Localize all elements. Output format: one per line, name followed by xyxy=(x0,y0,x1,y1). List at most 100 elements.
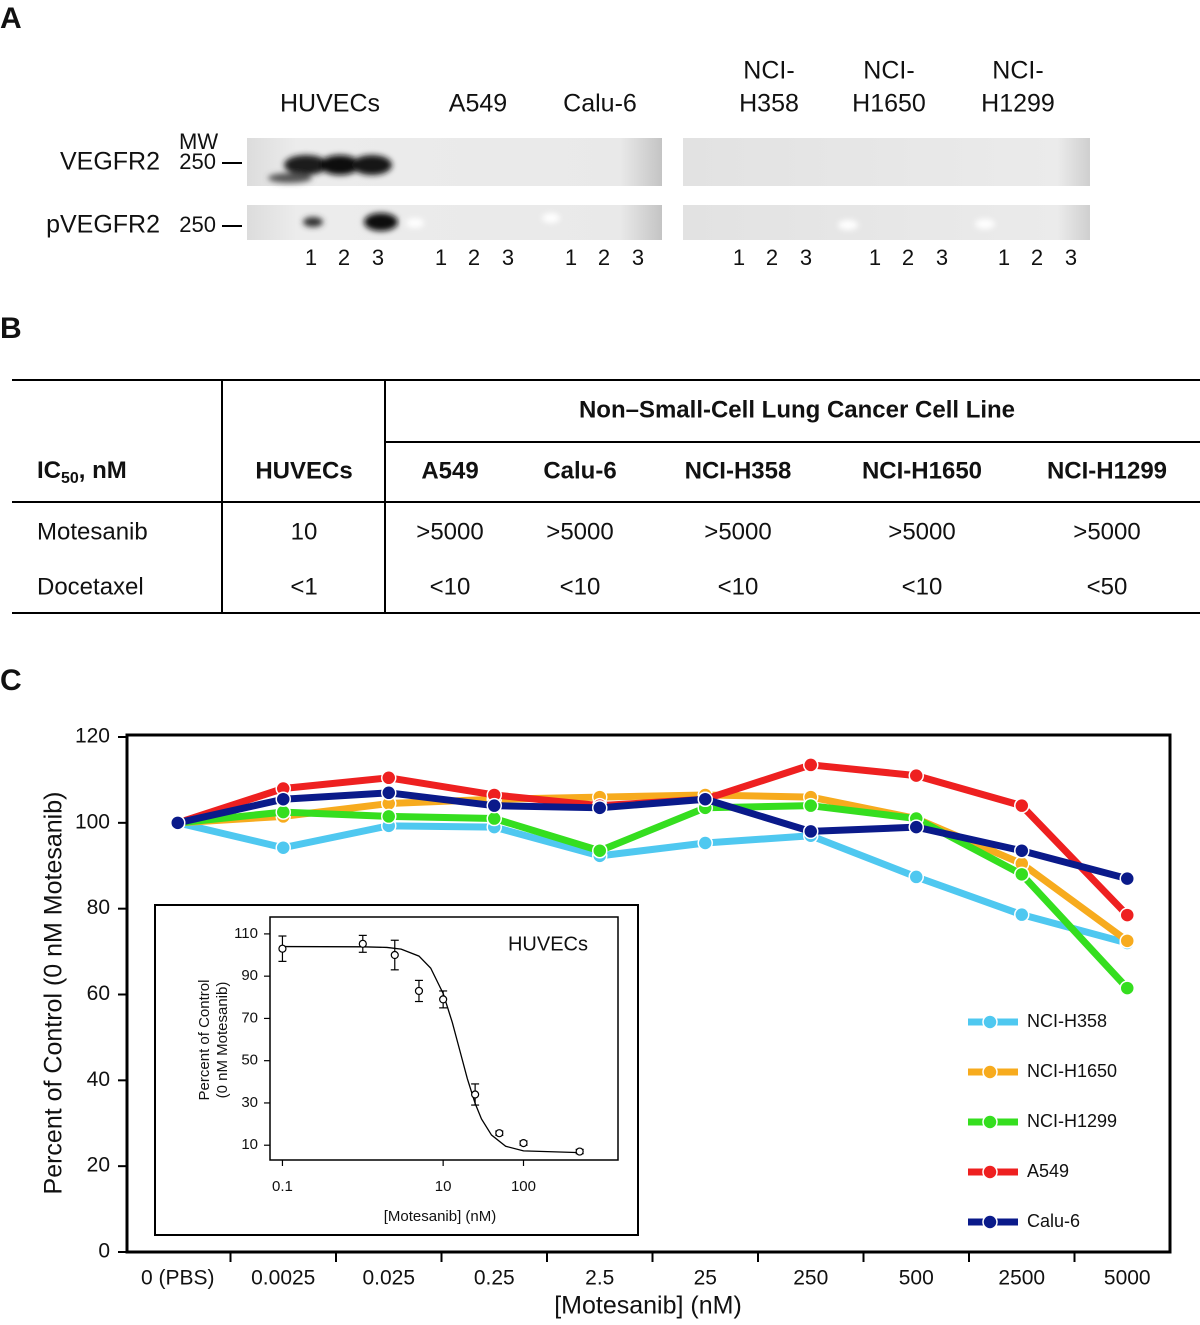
spot xyxy=(542,213,560,223)
inset-y-label: (0 nM Motesanib) xyxy=(214,982,231,1099)
lane-number: 3 xyxy=(632,245,644,270)
legend-marker xyxy=(982,1014,998,1030)
column-header: NCI- xyxy=(992,57,1043,85)
panel-label: B xyxy=(0,312,22,345)
table-cell: >5000 xyxy=(704,518,771,545)
table-cell: <10 xyxy=(560,573,601,600)
data-point xyxy=(1119,907,1135,923)
fit-curve xyxy=(282,945,580,1154)
lane-number: 2 xyxy=(1031,245,1043,270)
table-cell: >5000 xyxy=(416,518,483,545)
lane-number: 1 xyxy=(435,245,447,270)
table-rules xyxy=(12,379,1200,614)
column-header: A549 xyxy=(421,457,478,484)
y-tick-label: 80 xyxy=(87,896,110,919)
y-tick-label: 40 xyxy=(87,1068,110,1091)
legend-marker xyxy=(982,1214,998,1230)
data-point xyxy=(390,950,399,960)
lane-number: 2 xyxy=(338,245,350,270)
x-tick-label: 0.025 xyxy=(362,1267,415,1290)
column-header: NCI- xyxy=(743,57,794,85)
mw-marker: 250 xyxy=(179,212,216,237)
lane-number: 2 xyxy=(766,245,778,270)
data-point xyxy=(381,770,397,786)
inset-x-tick-label: 10 xyxy=(435,1178,452,1195)
data-point xyxy=(414,986,424,996)
column-header: Calu-6 xyxy=(563,90,637,118)
data-point xyxy=(495,1129,504,1138)
column-header: H1650 xyxy=(852,90,926,118)
lane-number: 3 xyxy=(800,245,812,270)
table-cell: >5000 xyxy=(546,518,613,545)
lane-number: 1 xyxy=(869,245,881,270)
blot xyxy=(683,138,1090,186)
column-header: NCI-H1299 xyxy=(1047,457,1167,484)
data-point xyxy=(908,869,924,885)
legend-label: A549 xyxy=(1027,1161,1069,1181)
data-point xyxy=(170,815,186,831)
legend-marker xyxy=(982,1164,998,1180)
y-tick-label: 100 xyxy=(75,810,110,833)
mw-marker: 250 xyxy=(179,149,216,174)
data-point xyxy=(592,800,608,816)
band xyxy=(268,173,312,183)
x-tick-label: 5000 xyxy=(1104,1267,1151,1290)
lane-number: 2 xyxy=(468,245,480,270)
legend-label: NCI-H358 xyxy=(1027,1011,1107,1031)
data-point xyxy=(486,810,502,827)
series-line xyxy=(176,789,1129,883)
data-point xyxy=(1119,980,1135,996)
data-point xyxy=(803,797,819,814)
series-line xyxy=(176,819,1129,947)
x-tick-label: 0.25 xyxy=(474,1267,515,1290)
row-label: VEGFR2 xyxy=(60,148,160,176)
band xyxy=(303,217,323,227)
lane-number: 3 xyxy=(1065,245,1077,270)
data-point xyxy=(1014,866,1030,883)
data-point xyxy=(381,808,397,825)
lane-number: 3 xyxy=(502,245,514,270)
y-tick-label: 60 xyxy=(87,982,110,1005)
lane-number: 2 xyxy=(902,245,914,270)
row-label: pVEGFR2 xyxy=(46,211,160,239)
lane-number: 1 xyxy=(565,245,577,270)
inset-x-label: [Motesanib] (nM) xyxy=(384,1208,497,1225)
data-point xyxy=(275,839,291,856)
table-corner: IC50, nM xyxy=(37,457,127,487)
inset-y-tick-label: 110 xyxy=(234,925,258,942)
spot xyxy=(406,218,424,228)
blot-images xyxy=(222,138,1090,240)
band xyxy=(320,155,360,175)
data-point xyxy=(1014,842,1030,859)
series-layer xyxy=(170,757,1135,996)
inset-x-tick-label: 0.1 xyxy=(272,1178,293,1195)
column-header: HUVECs xyxy=(280,90,380,118)
data-point xyxy=(358,939,367,948)
data-point xyxy=(1119,933,1135,949)
corner-text: , nM xyxy=(79,457,127,484)
corner-subscript: 50 xyxy=(61,470,79,487)
lane-number: 1 xyxy=(305,245,317,270)
y-axis-label: Percent of Control (0 nM Motesanib) xyxy=(40,792,68,1195)
legend-label: NCI-H1650 xyxy=(1027,1061,1117,1081)
data-point xyxy=(439,995,448,1004)
column-header: H1299 xyxy=(981,90,1055,118)
column-header: NCI-H358 xyxy=(685,457,792,484)
table-cell: <50 xyxy=(1087,573,1128,600)
x-tick-label: 250 xyxy=(793,1267,828,1290)
lane-number: 1 xyxy=(998,245,1010,270)
data-point xyxy=(519,1138,528,1148)
panel-label: A xyxy=(0,2,22,35)
data-point xyxy=(575,1147,584,1156)
data-point xyxy=(486,797,502,814)
data-point xyxy=(1014,797,1030,814)
column-header: HUVECs xyxy=(255,457,352,484)
column-header: A549 xyxy=(449,90,507,118)
data-point xyxy=(908,819,924,835)
inset-y-tick-label: 90 xyxy=(241,967,258,984)
spot xyxy=(838,220,858,230)
inset-title: HUVECs xyxy=(508,933,588,955)
data-point xyxy=(803,823,819,840)
band xyxy=(352,155,392,175)
data-point xyxy=(697,791,713,807)
